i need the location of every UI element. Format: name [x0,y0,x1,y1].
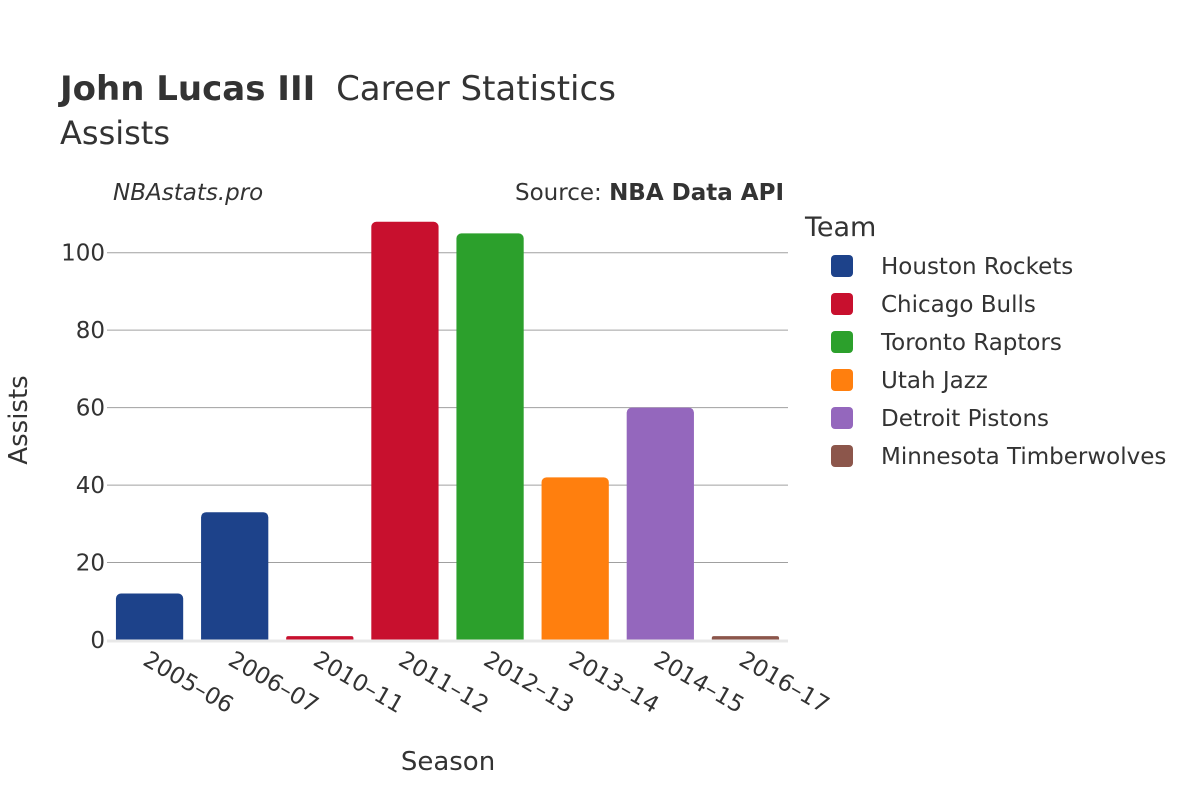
legend-label: Detroit Pistons [881,406,1049,432]
legend-swatch [831,331,853,353]
x-tick-label: 2014–15 [649,647,748,719]
bar [711,636,780,640]
y-tick-label: 40 [76,473,105,499]
legend-swatch [831,293,853,315]
legend-swatch [831,407,853,429]
legend-title: Team [804,212,876,243]
x-axis-ticks: 2005–062006–072010–112011–122012–132013–… [139,647,834,719]
bar [371,221,439,640]
x-tick-label: 2016–17 [734,647,833,719]
y-tick-label: 20 [76,551,105,577]
x-tick-label: 2012–13 [479,647,578,719]
legend: Houston Rockets Chicago Bulls Toronto Rapt… [831,254,1166,470]
y-tick-label: 0 [90,628,105,654]
bar [626,407,694,640]
y-axis-title: Assists [4,375,34,464]
bars [107,221,788,643]
bar [541,477,609,640]
legend-label: Houston Rockets [881,254,1073,280]
y-tick-label: 100 [61,241,105,267]
legend-label: Toronto Raptors [880,330,1062,356]
x-tick-label: 2005–06 [139,647,238,719]
bar [286,636,354,640]
bar [201,512,269,640]
legend-label: Chicago Bulls [881,292,1036,318]
chart-title: John Lucas III Career Statistics [58,69,616,109]
chart-title-rest: Career Statistics [336,69,616,109]
y-tick-label: 60 [76,396,105,422]
bar [456,233,524,640]
source-label: Source: [515,180,602,206]
x-tick-label: 2010–11 [309,647,408,719]
legend-swatch [831,369,853,391]
x-axis-title: Season [401,747,495,777]
source-name: NBA Data API [609,180,784,206]
y-axis-ticks: 0 20 40 60 80 100 [61,241,105,654]
legend-label: Minnesota Timberwolves [881,444,1166,470]
y-tick-label: 80 [76,318,105,344]
watermark: NBAstats.pro [113,180,263,206]
legend-swatch [831,445,853,467]
x-tick-label: 2011–12 [394,647,493,719]
chart-subtitle: Assists [60,114,170,152]
source-note: Source: NBA Data API [515,180,784,206]
legend-swatch [831,255,853,277]
bar [115,593,184,640]
legend-label: Utah Jazz [881,368,988,394]
chart-title-player: John Lucas III [58,69,315,109]
x-tick-label: 2006–07 [224,647,323,719]
x-tick-label: 2013–14 [564,647,663,719]
